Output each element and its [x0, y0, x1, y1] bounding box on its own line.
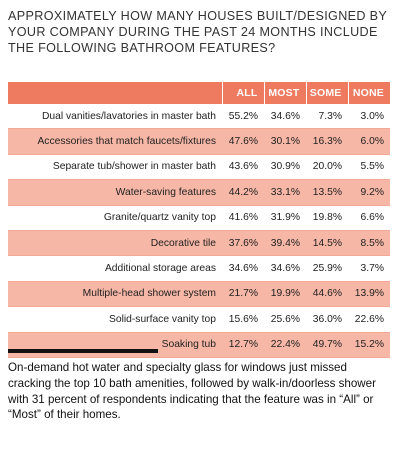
cell-some: 14.5% [306, 230, 348, 257]
caption-divider [8, 349, 158, 353]
cell-some: 36.0% [306, 306, 348, 333]
table-row: Soaking tub 12.7% 22.4% 49.7% 15.2% [8, 332, 390, 358]
cell-most: 19.9% [264, 281, 306, 308]
table-body: Dual vanities/lavatories in master bath 5… [8, 104, 390, 358]
cell-most: 31.9% [264, 205, 306, 231]
cell-none: 13.9% [348, 281, 390, 308]
cell-none: 9.2% [348, 179, 390, 206]
row-label: Granite/quartz vanity top [8, 205, 222, 231]
row-label: Separate tub/shower in master bath [8, 154, 222, 181]
cell-none: 6.6% [348, 205, 390, 231]
row-label: Additional storage areas [8, 255, 222, 282]
row-label: Dual vanities/lavatories in master bath [8, 104, 222, 130]
cell-all: 37.6% [222, 230, 264, 257]
cell-all: 55.2% [222, 104, 264, 130]
cell-all: 21.7% [222, 281, 264, 308]
table-row: Water-saving features 44.2% 33.1% 13.5% 9.2% [8, 179, 390, 206]
table-header-row: ALL MOST SOME NONE [8, 82, 390, 104]
cell-none: 15.2% [348, 332, 390, 358]
row-label: Water-saving features [8, 179, 222, 206]
data-table: ALL MOST SOME NONE Dual vanities/lavator… [8, 82, 390, 358]
cell-some: 19.8% [306, 205, 348, 231]
cell-some: 16.3% [306, 128, 348, 155]
cell-some: 13.5% [306, 179, 348, 206]
row-label: Soaking tub [8, 332, 222, 358]
cell-some: 44.6% [306, 281, 348, 308]
table-row: Additional storage areas 34.6% 34.6% 25.9% 3… [8, 255, 390, 282]
cell-all: 44.2% [222, 179, 264, 206]
cell-most: 30.9% [264, 154, 306, 181]
cell-none: 3.7% [348, 255, 390, 282]
cell-none: 5.5% [348, 154, 390, 181]
cell-some: 20.0% [306, 154, 348, 181]
chart-title: APPROXIMATELY HOW MANY HOUSES BUILT/DESI… [8, 9, 387, 55]
row-label: Accessories that match faucets/fixtures [8, 128, 222, 155]
column-header-some: SOME [306, 82, 349, 104]
cell-most: 34.6% [264, 255, 306, 282]
header-blank-cell [8, 82, 223, 104]
cell-most: 22.4% [264, 332, 306, 358]
cell-most: 33.1% [264, 179, 306, 206]
cell-none: 6.0% [348, 128, 390, 155]
cell-most: 34.6% [264, 104, 306, 130]
row-label: Multiple-head shower system [8, 281, 222, 308]
table-row: Separate tub/shower in master bath 43.6% 3… [8, 154, 390, 181]
table-row: Granite/quartz vanity top 41.6% 31.9% 19.8%… [8, 205, 390, 231]
cell-all: 47.6% [222, 128, 264, 155]
table-row: Decorative tile 37.6% 39.4% 14.5% 8.5% [8, 230, 390, 257]
cell-all: 34.6% [222, 255, 264, 282]
cell-all: 43.6% [222, 154, 264, 181]
table-row: Dual vanities/lavatories in master bath 5… [8, 104, 390, 130]
column-header-most: MOST [264, 82, 307, 104]
cell-most: 25.6% [264, 306, 306, 333]
cell-all: 12.7% [222, 332, 264, 358]
cell-none: 22.6% [348, 306, 390, 333]
table-row: Accessories that match faucets/fixtures 4… [8, 128, 390, 155]
cell-some: 25.9% [306, 255, 348, 282]
table-row: Solid-surface vanity top 15.6% 25.6% 36.0% 2… [8, 306, 390, 333]
cell-most: 30.1% [264, 128, 306, 155]
cell-most: 39.4% [264, 230, 306, 257]
cell-all: 41.6% [222, 205, 264, 231]
column-header-none: NONE [348, 82, 390, 104]
caption-text: On-demand hot water and specialty glass … [8, 361, 376, 422]
column-header-all: ALL [222, 82, 265, 104]
cell-some: 49.7% [306, 332, 348, 358]
cell-none: 3.0% [348, 104, 390, 130]
bathroom-features-table: ALL MOST SOME NONE Dual vanities/lavator… [8, 82, 390, 358]
row-label: Decorative tile [8, 230, 222, 257]
table-row: Multiple-head shower system 21.7% 19.9% 44.… [8, 281, 390, 308]
row-label: Solid-surface vanity top [8, 306, 222, 333]
cell-all: 15.6% [222, 306, 264, 333]
cell-some: 7.3% [306, 104, 348, 130]
cell-none: 8.5% [348, 230, 390, 257]
